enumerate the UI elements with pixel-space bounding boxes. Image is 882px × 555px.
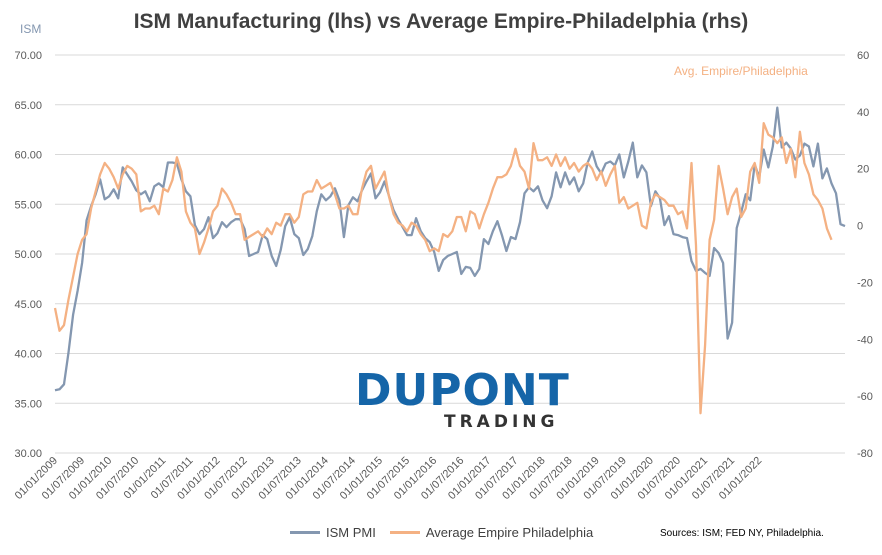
right-tick-label: 0 [857,221,863,233]
legend: ISM PMI Average Empire Philadelphia [290,525,607,540]
series-line-ism-pmi [54,106,846,392]
left-tick-label: 50.00 [14,249,42,261]
right-tick-label: -40 [857,334,873,346]
left-axis-label: ISM [20,22,42,36]
right-tick-label: 20 [857,164,869,176]
dupont-logo: DUPONT [355,365,570,416]
right-tick-label: -80 [857,448,873,460]
left-tick-label: 55.00 [14,199,42,211]
left-tick-label: 35.00 [14,398,42,410]
left-tick-label: 70.00 [14,50,42,62]
left-tick-label: 30.00 [14,448,42,460]
source-note: Sources: ISM; FED NY, Philadelphia. [660,528,824,539]
left-tick-label: 60.00 [14,150,42,162]
legend-swatch-ism [290,531,320,534]
right-axis-label: Avg. Empire/Philadelphia [674,64,808,78]
left-tick-label: 65.00 [14,100,42,112]
left-tick-label: 45.00 [14,299,42,311]
legend-swatch-empire [389,531,420,534]
legend-label-ism: ISM PMI [326,525,376,540]
right-tick-label: 60 [857,50,869,62]
series-line-empire-philadelphia [53,122,833,415]
trading-logo-text: TRADING [444,412,559,432]
right-tick-label: -20 [857,277,873,289]
legend-item-empire: Average Empire Philadelphia [389,525,594,540]
right-tick-label: 40 [857,107,869,119]
legend-label-empire: Average Empire Philadelphia [425,525,594,540]
right-tick-label: -60 [857,391,873,403]
legend-item-ism: ISM PMI [290,525,376,540]
left-tick-label: 40.00 [14,349,42,361]
chart-title: ISM Manufacturing (lhs) vs Average Empir… [133,10,749,33]
